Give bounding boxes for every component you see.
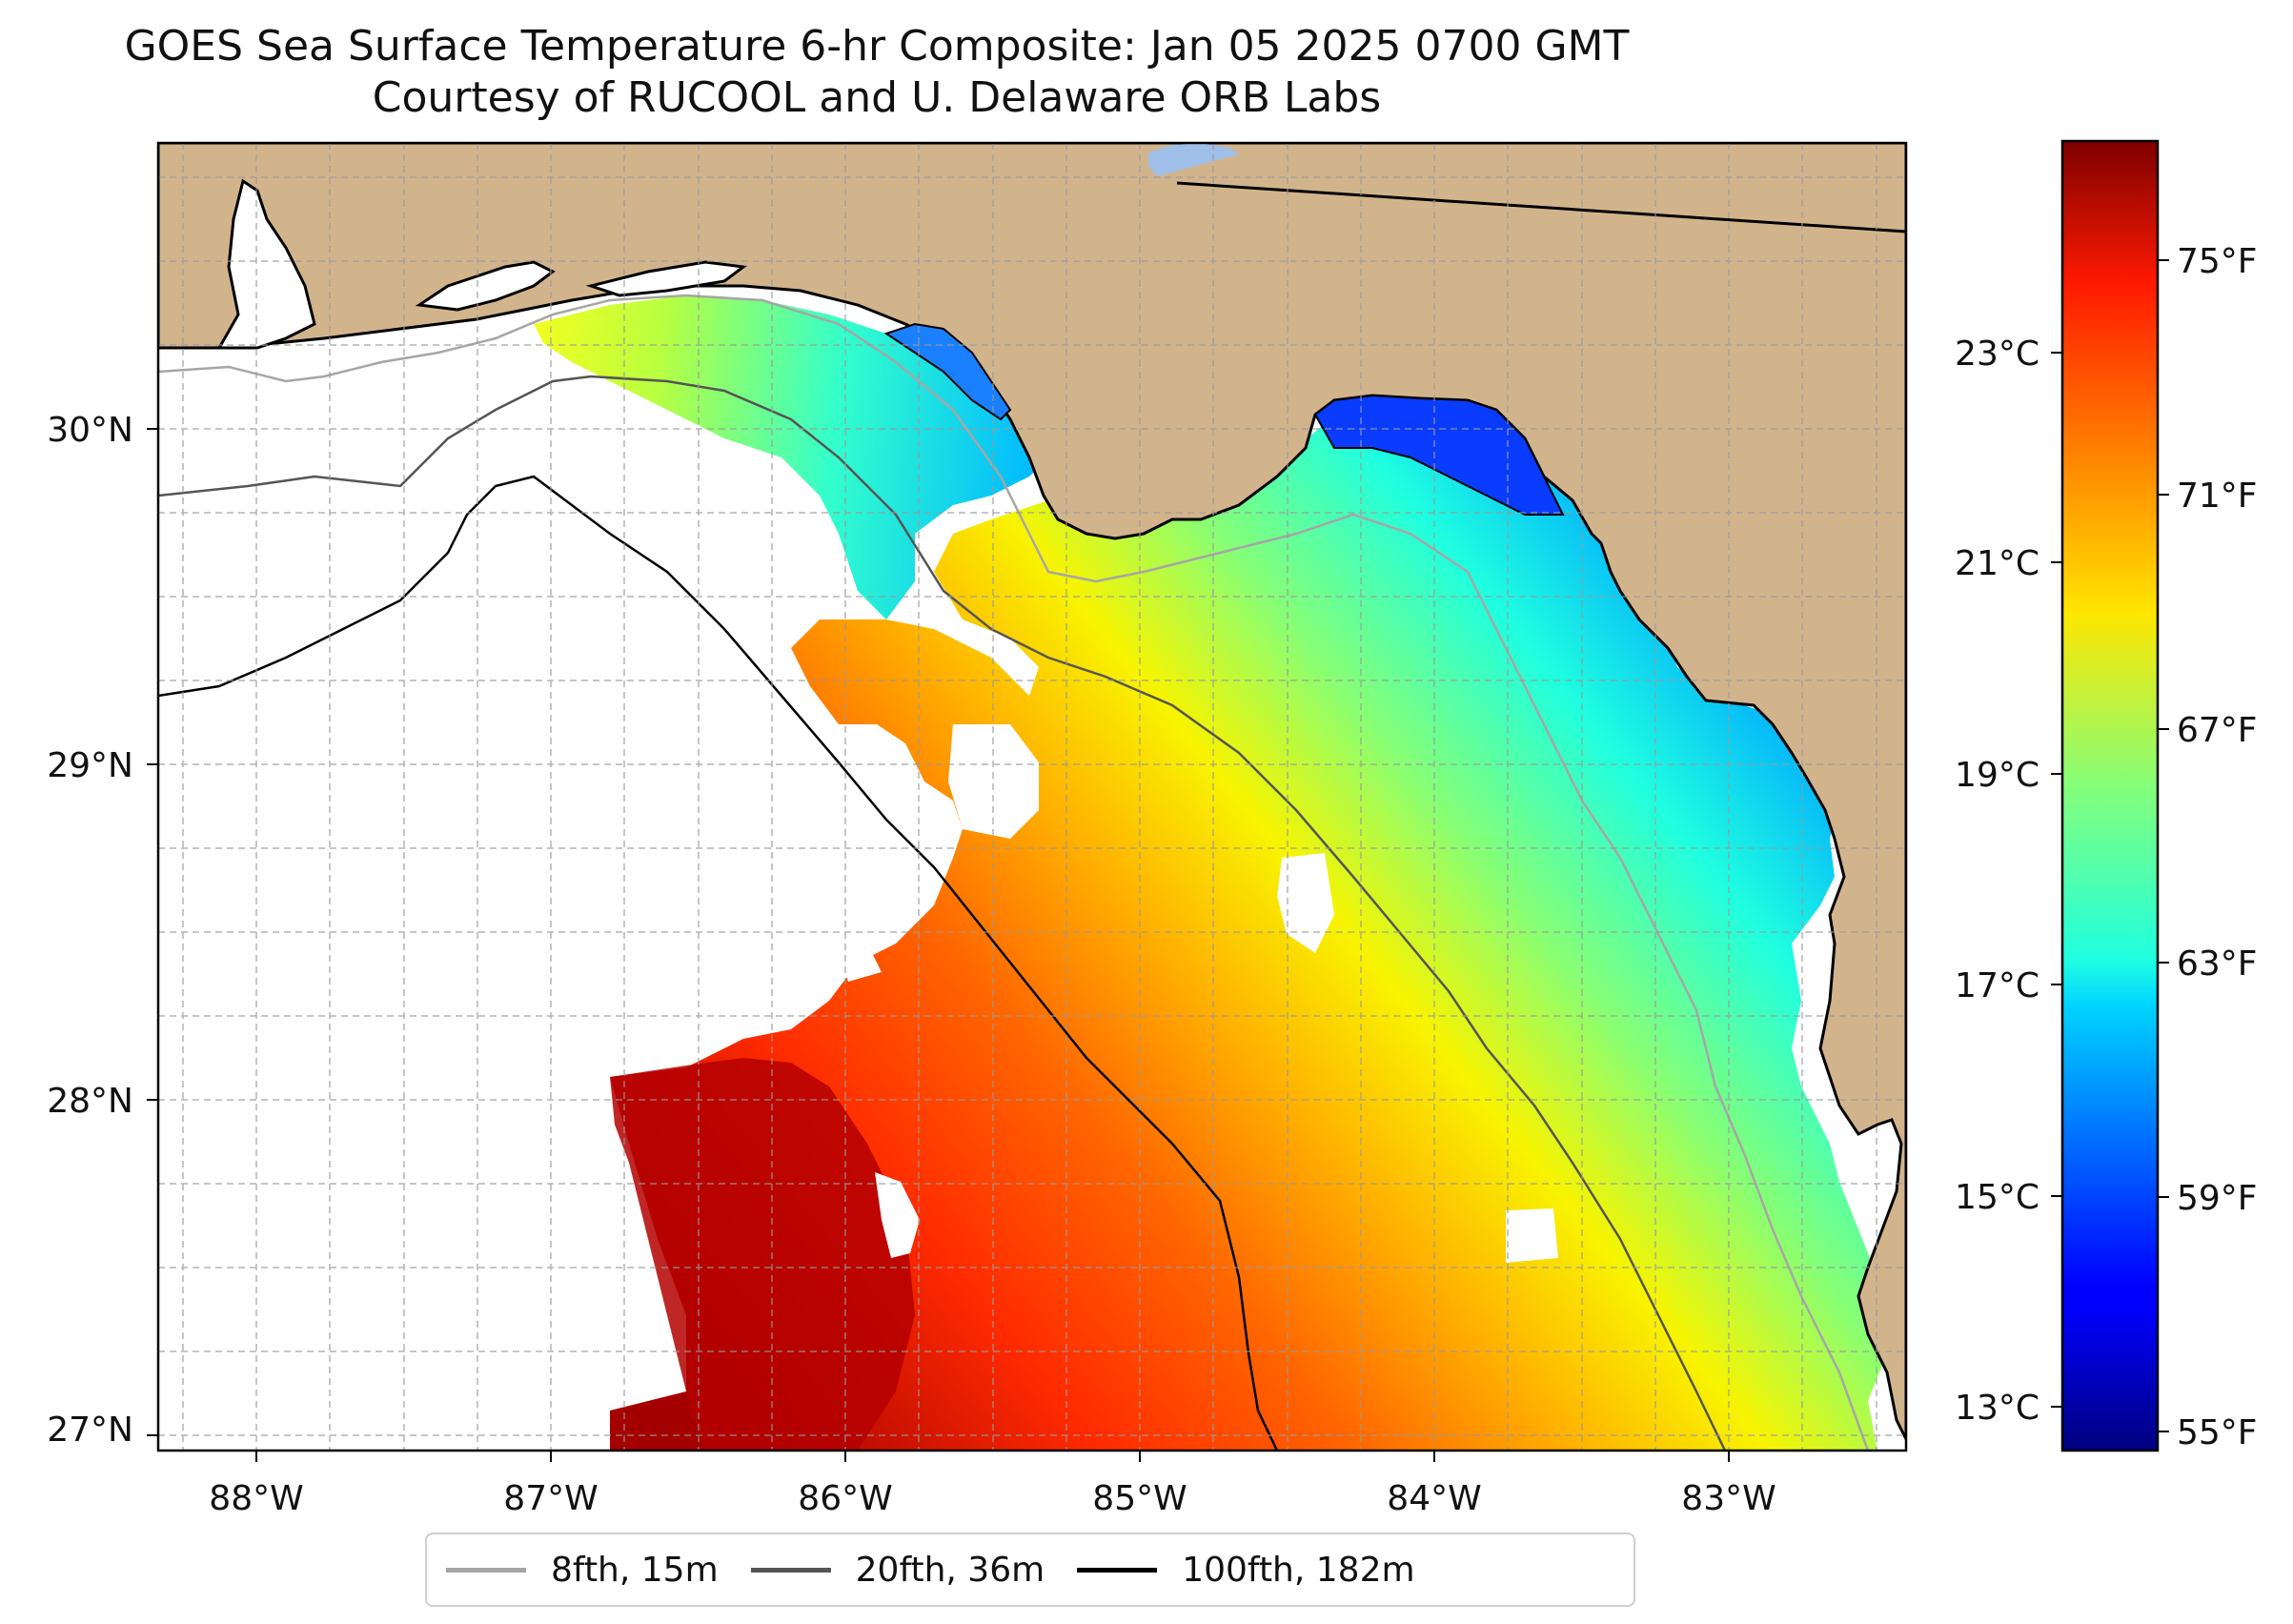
lon-label: 85°W — [1092, 1479, 1187, 1518]
lon-label: 84°W — [1387, 1479, 1481, 1518]
legend: 8fth, 15m 20fth, 36m 100fth, 182m — [425, 1533, 1635, 1607]
lon-label: 87°W — [503, 1479, 598, 1518]
legend-swatch — [750, 1567, 831, 1573]
colorbar-fahrenheit-label: 63°F — [2177, 944, 2258, 984]
data-gap-2 — [875, 1172, 920, 1258]
colorbar-celsius-label: 15°C — [1955, 1178, 2039, 1217]
isobath-8fth — [158, 294, 1870, 1451]
colorbar-ticks — [2051, 259, 2169, 1432]
legend-item-100fth: 100fth, 182m — [1077, 1550, 1415, 1590]
lat-label: 30°N — [47, 411, 133, 450]
mobile-bay — [216, 178, 316, 350]
legend-item-8fth: 8fth, 15m — [446, 1551, 719, 1590]
colorbar — [2060, 139, 2160, 1452]
choctawhatchee-bay — [585, 260, 747, 297]
colorbar-fahrenheit-label: 71°F — [2177, 477, 2258, 516]
apalachicola-bay — [883, 322, 1012, 421]
map-frame — [156, 141, 1908, 1452]
chart-title: GOES Sea Surface Temperature 6-hr Compos… — [124, 22, 1630, 71]
lat-label: 27°N — [47, 1411, 133, 1450]
gridlines — [158, 143, 1906, 1451]
colorbar-celsius-label: 17°C — [1955, 966, 2039, 1005]
colorbar-celsius-label: 23°C — [1955, 335, 2039, 374]
lon-label: 83°W — [1681, 1479, 1776, 1518]
colorbar-celsius-label: 21°C — [1955, 544, 2039, 583]
data-gap-4 — [1506, 1208, 1558, 1263]
lon-label: 86°W — [798, 1479, 892, 1518]
colorbar-fahrenheit-label: 75°F — [2177, 242, 2258, 281]
colorbar-fahrenheit-label: 55°F — [2177, 1413, 2258, 1452]
colorbar-celsius-label: 19°C — [1955, 756, 2039, 795]
legend-label: 100fth, 182m — [1182, 1550, 1415, 1590]
isobath-100fth — [158, 475, 1279, 1451]
big-bend-nearshore — [1313, 394, 1565, 516]
sst-field-main — [610, 391, 1887, 1451]
chart-subtitle: Courtesy of RUCOOL and U. Delaware ORB L… — [372, 73, 1382, 122]
isobath-20fth — [158, 375, 1727, 1451]
data-gap-5 — [839, 944, 882, 982]
sst-warm-core — [610, 1058, 915, 1451]
lake — [1148, 143, 1239, 176]
lat-label: 29°N — [47, 746, 133, 785]
sst-field-northwest — [534, 295, 1058, 619]
colorbar-fahrenheit-label: 67°F — [2177, 711, 2258, 750]
legend-swatch — [1077, 1567, 1158, 1573]
lat-label: 28°N — [47, 1082, 133, 1121]
legend-item-20fth: 20fth, 36m — [750, 1550, 1045, 1590]
state-border — [1176, 181, 1906, 233]
lon-label: 88°W — [209, 1479, 303, 1518]
colorbar-fahrenheit-label: 59°F — [2177, 1179, 2258, 1218]
axis-ticks — [147, 428, 1730, 1462]
pensacola-bay — [415, 260, 556, 312]
data-gap-3 — [1277, 853, 1334, 953]
colorbar-celsius-label: 13°C — [1955, 1389, 2039, 1428]
legend-swatch — [446, 1567, 526, 1573]
data-gap-1 — [948, 724, 1039, 839]
legend-label: 8fth, 15m — [551, 1550, 719, 1590]
legend-label: 20fth, 36m — [855, 1550, 1045, 1590]
